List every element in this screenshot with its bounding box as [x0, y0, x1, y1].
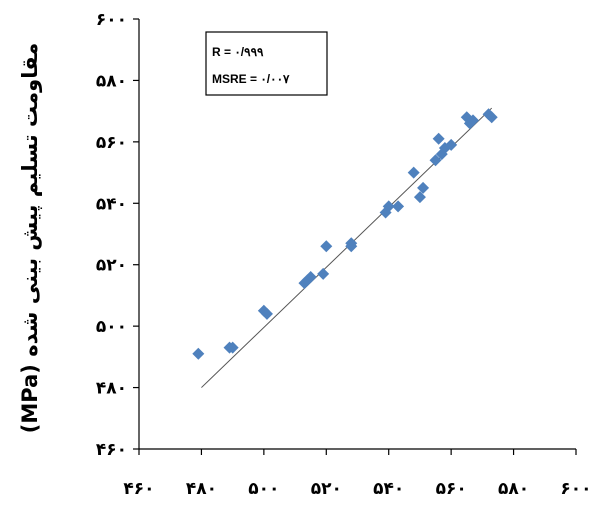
y-tick-label: ۵۲۰	[96, 256, 127, 276]
stats-box-frame	[205, 31, 328, 96]
y-tick-label: ۴۸۰	[96, 379, 127, 399]
data-point	[485, 111, 498, 124]
x-tick-label: ۴۶۰	[123, 479, 154, 499]
data-point	[407, 166, 420, 179]
x-tick-label: ۵۲۰	[311, 479, 342, 499]
r-value-label: R = ۰/۹۹۹	[212, 45, 264, 59]
x-tick-label: ۵۶۰	[436, 479, 467, 499]
data-point	[382, 200, 395, 213]
x-tick-label: ۵۸۰	[498, 479, 529, 499]
data-point	[192, 347, 205, 360]
y-tick-label: ۵۴۰	[96, 194, 127, 214]
data-point	[392, 200, 405, 213]
y-tick-label: ۶۰۰	[96, 10, 127, 30]
y-tick-label: ۵۰۰	[96, 317, 127, 337]
plot-area: ۴۶۰ ۴۸۰ ۵۰۰ ۵۲۰ ۵۴۰ ۵۶۰ ۵۸۰ ۶۰۰ ۴۶۰ ۴۸۰ ۵۰۰ ۵۲۰ ۵۴۰ ۵…	[96, 10, 592, 499]
data-point	[432, 132, 445, 145]
data-point	[320, 240, 333, 253]
y-axis-title: مقاومت تسلیم پیش بینی شده (MPa)	[18, 43, 42, 433]
data-point	[304, 271, 317, 283]
data-point	[413, 191, 426, 204]
x-tick-label: ۶۰۰	[560, 479, 591, 499]
msre-value-label: MSRE = ۰/۰۰۷	[212, 72, 290, 86]
data-point	[345, 237, 358, 250]
y-axis-label: مقاومت تسلیم پیش بینی شده (MPa)	[18, 43, 42, 433]
x-tick-label: ۵۴۰	[373, 479, 404, 499]
data-point	[445, 138, 458, 151]
x-tick-label: ۵۰۰	[248, 479, 279, 499]
x-tick-label: ۴۸۰	[186, 479, 217, 499]
y-tick-label: ۵۸۰	[96, 71, 127, 91]
data-point	[417, 181, 430, 194]
data-point	[466, 114, 479, 127]
data-point	[260, 307, 273, 320]
data-point	[226, 341, 239, 354]
y-tick-label: ۴۶۰	[96, 440, 127, 460]
stats-box: R = ۰/۹۹۹ MSRE = ۰/۰۰۷	[205, 31, 328, 96]
y-tick-label: ۵۶۰	[96, 133, 127, 153]
data-point	[429, 154, 442, 167]
data-point	[317, 267, 330, 280]
